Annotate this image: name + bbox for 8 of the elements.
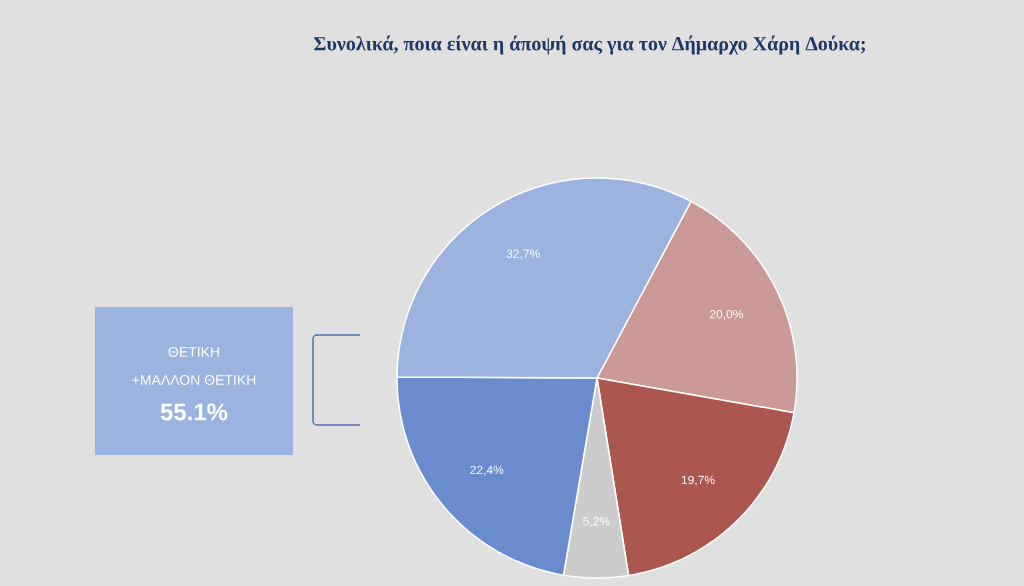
data-label: 22,4% [470, 465, 504, 476]
data-label: 19,7% [681, 475, 715, 486]
chart-title: Συνολικά, ποια είναι η άποψή σας για τον Δήμαρχο Χάρη Δούκα; [314, 35, 865, 55]
text: 55.1% [160, 403, 228, 421]
text: +ΜΑΛΛΟΝ ΘΕΤΙΚΗ [132, 375, 256, 385]
text: ΘΕΤΙΚΗ [168, 347, 219, 357]
data-label: 32,7% [506, 249, 540, 260]
data-label: 20,0% [710, 309, 744, 320]
